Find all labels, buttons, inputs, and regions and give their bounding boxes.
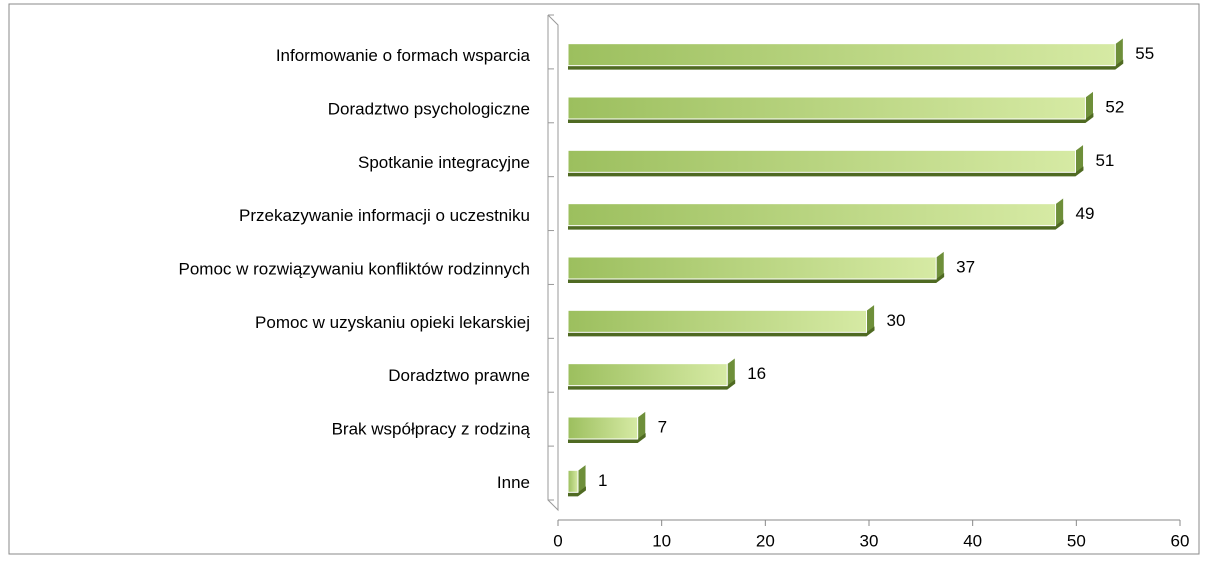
value-label: 37 [956, 257, 975, 276]
value-label: 49 [1076, 204, 1095, 223]
bar [567, 303, 875, 338]
value-label: 51 [1095, 151, 1114, 170]
bar [567, 463, 587, 498]
chart-border [8, 3, 1200, 555]
bar [567, 90, 1094, 124]
bar-face [567, 363, 728, 387]
value-label: 52 [1105, 97, 1124, 116]
bar-face [567, 416, 639, 440]
y-tick-label: Spotkanie integracyjne [358, 153, 530, 172]
bar-bottom [568, 166, 1084, 177]
value-label: 1 [598, 471, 607, 490]
y-tick-label: Przekazywanie informacji o uczestniku [239, 206, 530, 225]
y-tick-label: Inne [497, 473, 530, 492]
bar-bottom [568, 433, 646, 443]
bar-face [567, 203, 1057, 227]
value-label: 16 [747, 364, 766, 383]
value-label: 55 [1135, 44, 1154, 63]
bar-bottom [568, 326, 875, 337]
value-label: 7 [658, 417, 667, 436]
bar [567, 250, 945, 284]
bar [567, 36, 1124, 71]
y-tick-label: Pomoc w uzyskaniu opieki lekarskiej [255, 313, 530, 332]
y-tick-label: Pomoc w rozwiązywaniu konfliktów rodzinn… [179, 259, 530, 278]
y-tick-label: Brak współpracy z rodziną [332, 419, 531, 438]
x-tick-label: 10 [652, 531, 671, 550]
bar-bottom [568, 379, 736, 390]
bar [567, 196, 1064, 231]
bar-face [567, 96, 1086, 120]
value-label: 30 [887, 311, 906, 330]
bar-bottom [568, 113, 1094, 123]
bar-face [567, 149, 1076, 173]
bar-bottom [568, 219, 1064, 230]
bar-face [567, 469, 579, 493]
bar [567, 143, 1084, 178]
x-tick-label: 30 [860, 531, 879, 550]
back-wall [547, 14, 559, 512]
bar-face [567, 43, 1116, 67]
x-tick-label: 40 [963, 531, 982, 550]
x-tick-label: 0 [553, 531, 562, 550]
bar-bottom [568, 486, 586, 497]
x-tick-label: 60 [1171, 531, 1190, 550]
bar-face [567, 309, 867, 333]
bar-face [567, 256, 937, 280]
x-tick-label: 50 [1067, 531, 1086, 550]
y-tick-label: Informowanie o formach wsparcia [276, 46, 531, 65]
bar-bottom [568, 59, 1124, 70]
x-tick-label: 20 [756, 531, 775, 550]
bar-bottom [568, 273, 945, 283]
bar [567, 356, 736, 391]
y-tick-label: Doradztwo psychologiczne [328, 99, 530, 118]
y-tick-label: Doradztwo prawne [388, 366, 530, 385]
bar [567, 410, 647, 444]
